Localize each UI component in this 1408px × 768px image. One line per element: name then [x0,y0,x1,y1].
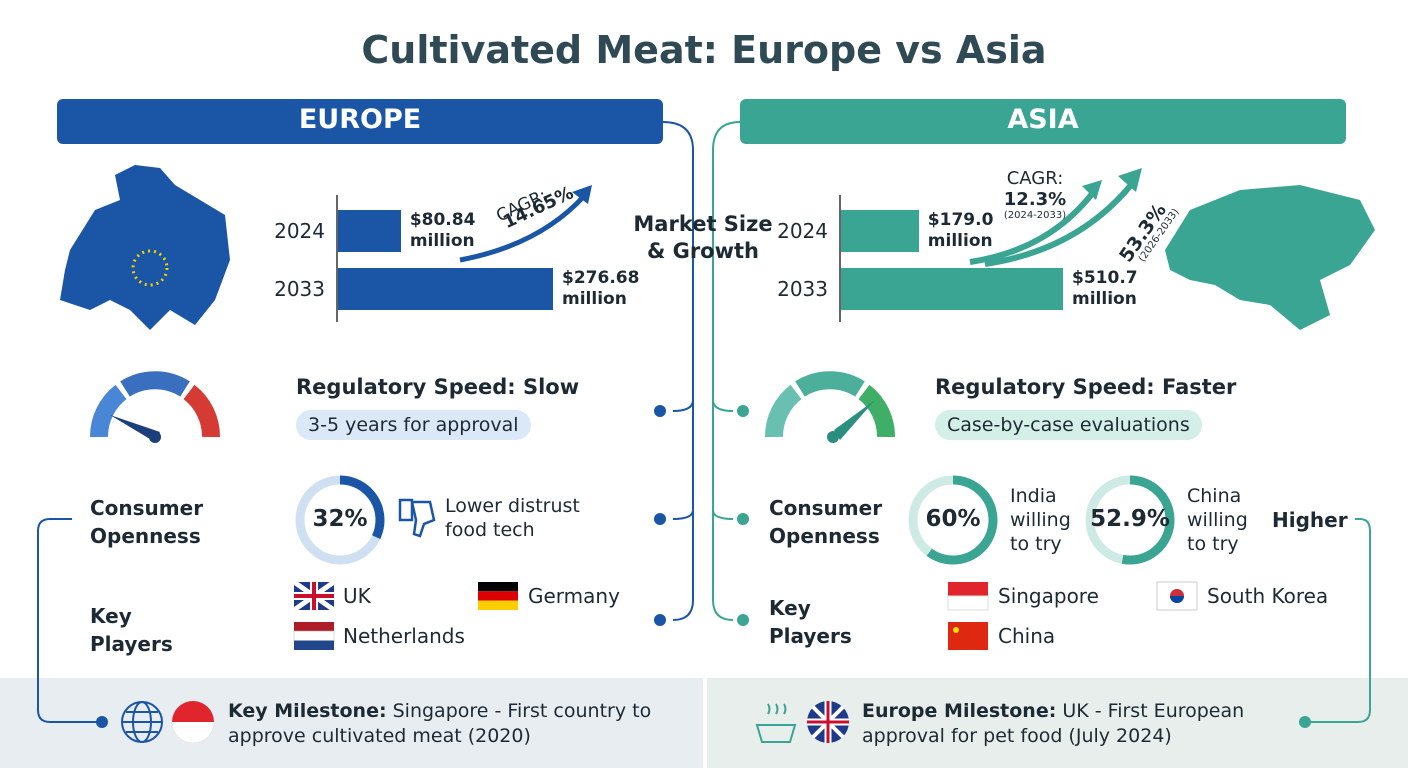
value-label: $276.68 million [562,268,640,309]
year-label: 2033 [777,277,828,301]
gauge [89,371,896,438]
regulatory-badge: Case-by-case evaluations [935,410,1202,440]
bar [338,210,401,252]
player: Singapore [998,584,1099,608]
consumer-label: Consumer Openness [769,496,883,548]
dots [737,405,1311,728]
footer-bg [0,678,703,768]
arrow-head [1082,168,1142,200]
year-label: 2033 [274,277,325,301]
eu-stars [131,249,169,287]
year-label: 2024 [777,219,828,243]
player: UK [343,584,371,608]
donut-arc [295,475,385,565]
value-label: $179.0 million [927,210,994,251]
center-label: & Growth [646,239,760,263]
year-label: 2024 [274,219,325,243]
arrow-head [572,185,592,204]
bar [338,268,553,310]
footer-text: Key Milestone: Singapore - First country… [228,699,658,749]
growth-arrow [459,193,587,263]
globe-icon [121,701,163,743]
donut-arc [908,475,998,565]
flags [172,579,1198,743]
header-text: EUROPE [298,104,422,135]
regulatory-badge: 3-5 years for approval [296,410,531,440]
footer-bold: Europe Milestone: [862,700,1057,722]
needle-hub [149,431,161,443]
footer-text: UK - First European approval for pet foo… [862,700,1245,747]
cagr-period: (2024-2033) [1003,210,1067,221]
connectors [712,121,1371,723]
connectors [37,121,694,723]
cagr-label: CAGR: [1006,168,1064,189]
donut-label: 32% [312,506,368,532]
needle [834,400,875,440]
consumer-note: Lower distrust food tech [445,495,580,541]
donut-label: 60% [925,506,981,532]
footer-text: Europe Milestone: UK - First European ap… [862,699,1272,749]
dots [96,405,666,728]
higher-label: Higher [1272,508,1348,532]
header-text: ASIA [1007,104,1079,135]
regulatory-title: Regulatory Speed: Faster [935,375,1237,399]
players-label: Key Players [90,604,173,656]
pet-bowl-icon [755,703,797,743]
thumbs-down-icon [398,498,436,538]
donut-label: 52.9% [1090,506,1170,532]
consumer-label: Consumer Openness [90,496,204,548]
donut-arc [1085,475,1175,565]
players-label: Key Players [769,596,852,648]
title: Cultivated Meat: Europe vs Asia [361,28,1047,72]
header-bg [57,99,663,144]
player: South Korea [1207,584,1329,608]
cagr-value: 12.3% [1003,189,1067,210]
donut-note: China willing to try [1187,485,1248,555]
value-label: $80.84 million [409,210,476,251]
value-label: $510.7 million [1072,268,1138,309]
footer-bold: Key Milestone: [228,700,387,722]
europe-map [60,165,230,330]
player: China [998,624,1056,648]
center-label: Market Size [633,212,773,236]
donut-note: India willing to try [1010,485,1071,555]
bar [841,268,1063,310]
player: Netherlands [343,624,465,648]
growth-arrow [969,178,1138,267]
asia-map [1165,185,1375,330]
header-bg [740,99,1346,144]
footer-text: Singapore - First country to approve cul… [228,700,652,747]
needle-hub [827,431,839,443]
needle [110,415,160,442]
player: Germany [528,584,620,608]
regulatory-title: Regulatory Speed: Slow [296,375,580,399]
bar [841,210,919,252]
